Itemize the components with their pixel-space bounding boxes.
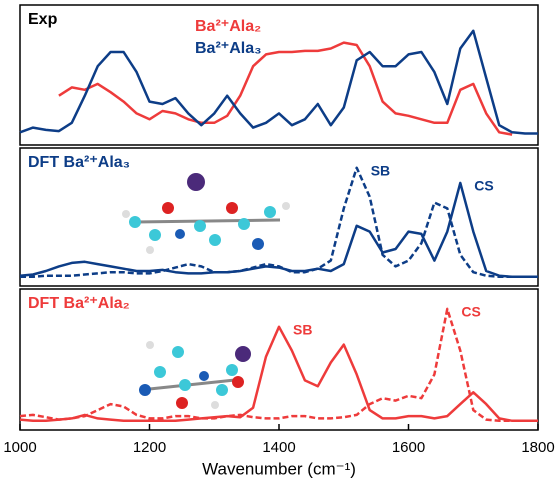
x-tick-label: 1000 [3, 439, 36, 456]
peak-label: CS [461, 304, 480, 320]
peak-label: SB [293, 322, 312, 338]
molecule [139, 341, 251, 409]
peak-label: CS [474, 178, 493, 194]
spectrum-line [19, 325, 538, 423]
molecule [122, 173, 290, 254]
x-tick-label: 1800 [521, 439, 554, 456]
panel-title: DFT Ba²⁺Ala₃ [28, 154, 130, 171]
spectrum-line [19, 29, 538, 135]
spectrum-line [19, 307, 538, 423]
x-axis-label: Wavenumber (cm⁻¹) [202, 459, 356, 478]
peak-label: SB [371, 163, 390, 179]
x-tick-label: 1200 [133, 439, 166, 456]
x-tick-label: 1600 [392, 439, 425, 456]
legend-label: Ba²⁺Ala₂ [195, 18, 261, 35]
spectrum-line [19, 181, 538, 279]
panel-title: Exp [28, 11, 58, 28]
legend-label: Ba²⁺Ala₃ [195, 40, 262, 57]
panel-frame [19, 4, 539, 146]
panel-title: DFT Ba²⁺Ala₂ [28, 295, 130, 312]
x-tick-label: 1400 [262, 439, 295, 456]
spectrum-line [58, 41, 513, 136]
panel-frame [19, 147, 539, 287]
